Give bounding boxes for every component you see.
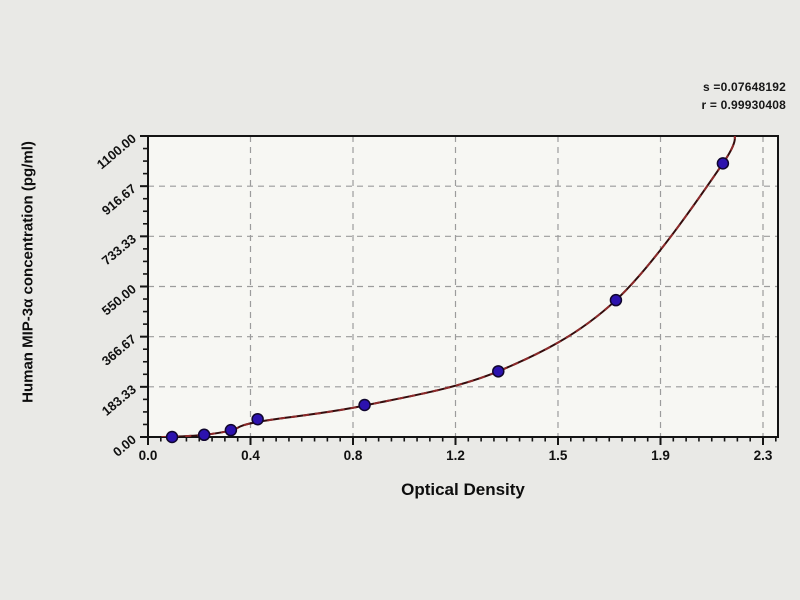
y-tick-label: 0.00 — [110, 432, 139, 460]
data-point — [358, 398, 371, 412]
fit-stat-s: s =0.07648192 — [702, 80, 786, 94]
y-tick-label: 916.67 — [99, 181, 139, 218]
y-tick-label: 1100.00 — [94, 131, 139, 172]
fit-stat-r: r = 0.99930408 — [701, 98, 786, 112]
y-tick-label: 550.00 — [99, 281, 139, 318]
y-tick-label: 366.67 — [99, 331, 139, 368]
data-point — [492, 365, 505, 378]
data-point — [224, 423, 238, 437]
x-tick-label: 1.9 — [651, 448, 670, 463]
x-tick-label: 0.8 — [344, 448, 363, 463]
data-point — [197, 428, 211, 442]
data-point — [165, 430, 179, 444]
y-tick-label: 733.33 — [99, 231, 139, 268]
x-tick-label: 2.3 — [754, 448, 773, 463]
x-tick-label: 0.0 — [139, 448, 158, 463]
data-point — [716, 157, 730, 170]
data-point — [251, 412, 264, 426]
x-tick-label: 1.5 — [549, 448, 568, 463]
fit-statistics: s =0.07648192 r = 0.99930408 — [701, 78, 786, 114]
x-tick-label: 0.4 — [241, 448, 260, 463]
x-axis-title: Optical Density — [401, 480, 525, 499]
x-tick-label: 1.2 — [446, 448, 465, 463]
y-axis-title: Human MIP-3α concentration (pg/ml) — [19, 141, 37, 403]
plot-area — [148, 136, 778, 437]
y-tick-label: 183.33 — [99, 382, 139, 419]
data-point — [609, 293, 623, 307]
